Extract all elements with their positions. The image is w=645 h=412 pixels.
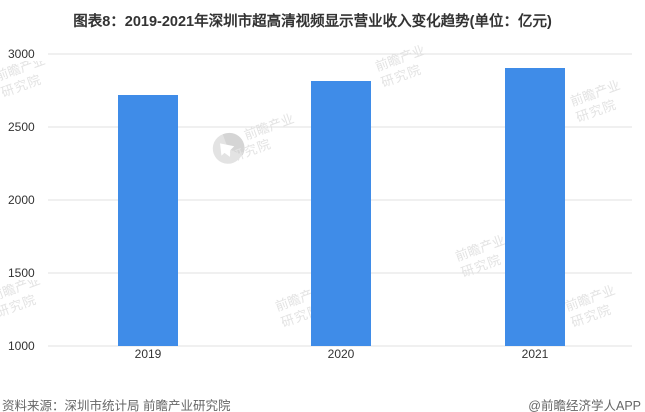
svg-text:研究院: 研究院	[228, 134, 274, 166]
svg-text:研究院: 研究院	[458, 249, 504, 281]
svg-text:研究院: 研究院	[568, 299, 614, 331]
svg-text:研究院: 研究院	[0, 69, 44, 101]
svg-text:研究院: 研究院	[378, 59, 424, 91]
svg-text:研究院: 研究院	[0, 289, 39, 321]
svg-text:研究院: 研究院	[573, 94, 619, 126]
svg-text:前瞻产业: 前瞻产业	[372, 39, 427, 75]
svg-text:前瞻产业: 前瞻产业	[452, 229, 507, 265]
svg-text:前瞻产业: 前瞻产业	[567, 74, 622, 110]
svg-text:前瞻产业: 前瞻产业	[562, 279, 617, 315]
